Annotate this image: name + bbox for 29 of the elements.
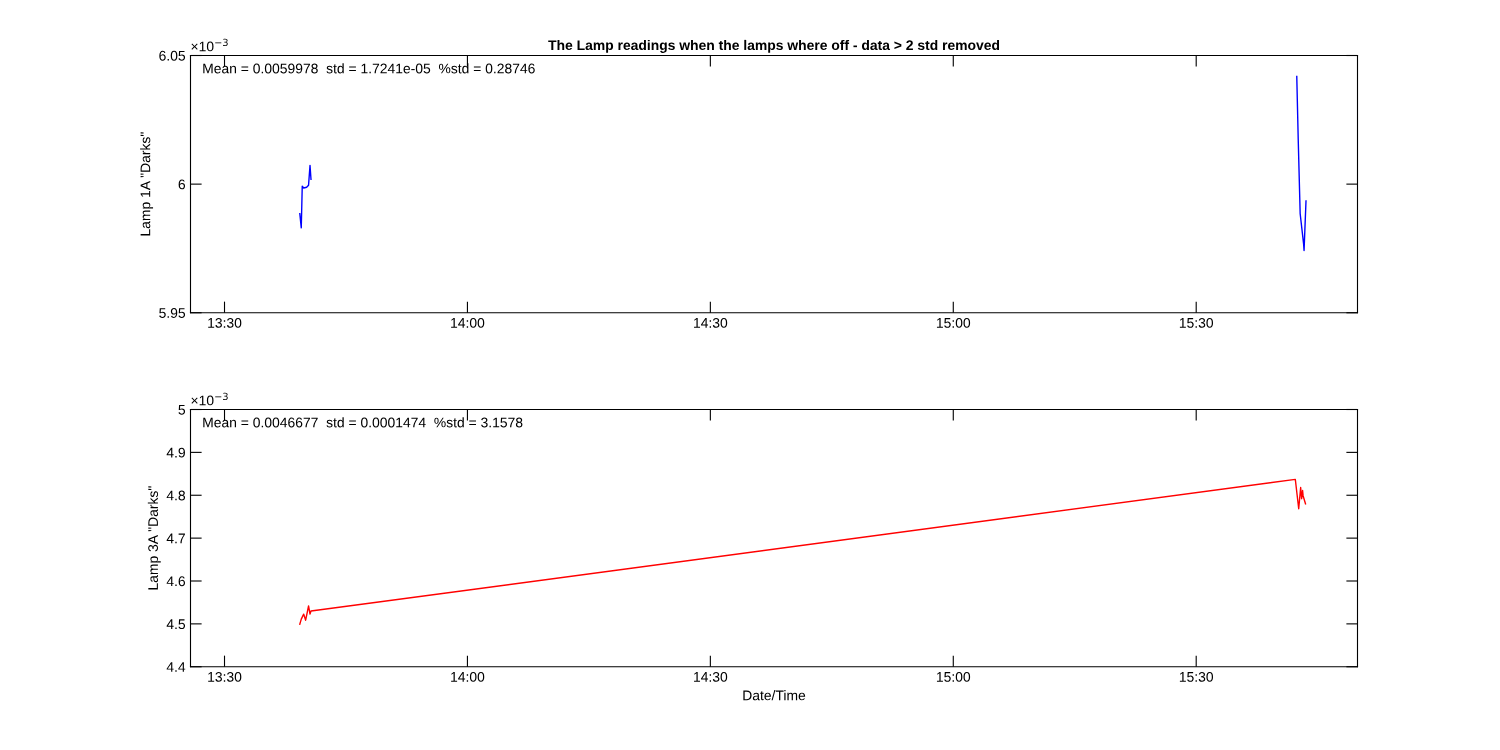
x-tick-label: 15:30 [1179, 317, 1214, 328]
x-tick-label: 14:30 [694, 671, 728, 682]
y-axis-title: Lamp 3A "Darks" [147, 486, 161, 590]
y-tick-label: 4.4 [166, 662, 186, 672]
line-series [299, 478, 1307, 625]
y-tick-label: 5.95 [159, 308, 186, 318]
y-tick-label: 5 [178, 404, 186, 415]
text: ×10$^{−3}$ [191, 392, 228, 406]
x-tick-label: 14:00 [451, 671, 485, 682]
y-tick-label: 4.7 [166, 533, 185, 544]
x-tick-label: 14:30 [694, 317, 728, 328]
text: ×10$^{−3}$ [191, 38, 228, 52]
annotation: Mean = 0.0046677 std = 0.0001474 %std = 3.1578 [203, 417, 523, 428]
x-axis-title: Date/Time [743, 690, 806, 701]
y-tick-label: 4.6 [166, 576, 186, 587]
x-tick-label: 13:30 [208, 671, 242, 682]
chart-title: The Lamp readings when the lamps where off - data > 2 std removed [548, 39, 1000, 53]
x-tick-label: 15:30 [1179, 671, 1214, 682]
y-tick-label: 4.8 [166, 490, 186, 501]
y-tick-label: 6 [178, 179, 186, 190]
x-tick-label: 14:00 [451, 317, 485, 328]
y-tick-label: 4.9 [166, 447, 185, 458]
y-tick-label: 4.5 [166, 619, 186, 630]
x-tick-label: 13:30 [208, 317, 242, 328]
x-tick-label: 15:00 [936, 671, 971, 682]
y-tick-label: 6.05 [159, 50, 186, 61]
y-axis-title: Lamp 1A "Darks" [140, 132, 154, 236]
x-tick-label: 15:00 [936, 317, 971, 328]
annotation: Mean = 0.0059978 std = 1.7241e-05 %std = 0.28746 [203, 63, 535, 74]
